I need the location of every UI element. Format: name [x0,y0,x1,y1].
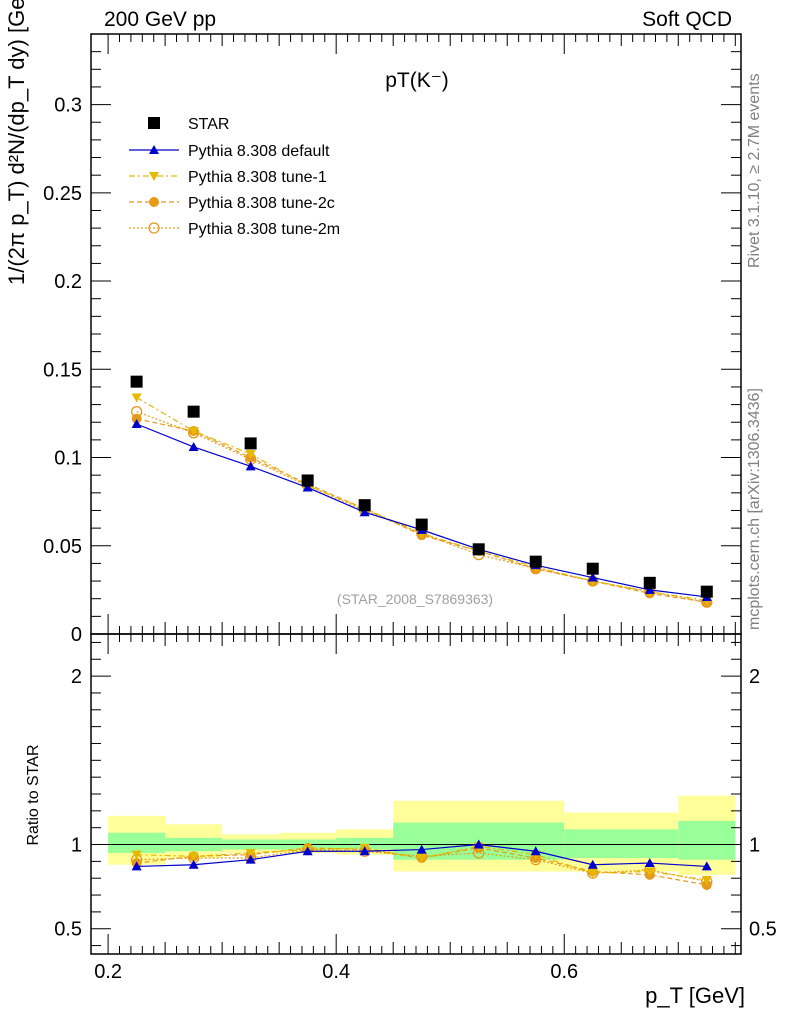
data-point [301,474,314,487]
y-axis-label: 1/(2π p_T) d²N/(dp_T dy) [GeV⁻²] [4,0,29,285]
ratio-plot-frame [90,633,742,955]
legend-item: Pythia 8.308 tune-1 [129,169,327,186]
ratio-data-point [245,848,256,858]
ratio-band-green [678,820,736,860]
series-line [136,397,707,602]
ratio-data-point [587,859,598,869]
series-pythia-8-308-tune-2c [131,413,712,608]
legend-marker [148,117,160,129]
data-point [188,427,199,437]
ratio-data-point [131,850,142,860]
ratio-data-point [131,861,142,871]
legend-marker [149,197,159,207]
legend-item: STAR [148,116,229,133]
data-point [643,576,656,589]
ratio-data-point [701,861,712,871]
ratio-data-point [359,846,370,856]
data-point [359,507,370,517]
y-tick-label: 0.15 [43,359,82,381]
legend: STAR Pythia 8.308 default Pythia 8.308 tun… [129,116,340,238]
ratio-data-point [701,879,712,890]
data-point [358,499,371,512]
series-pythia-8-308-tune-1 [131,393,712,606]
svg-text:p_T [GeV]: p_T [GeV] [645,983,745,1008]
data-point [587,572,598,582]
y-tick-label: 0 [71,624,82,646]
legend-item: Pythia 8.308 tune-2c [129,195,335,212]
data-point [586,562,599,575]
data-series [130,375,713,890]
ratio-band-green [336,837,394,850]
ratio-data-point [416,844,427,854]
legend-label: Pythia 8.308 tune-2c [188,195,335,212]
data-point [131,393,142,403]
energy-label: 200 GeV pp [104,8,217,31]
ratio-data-point [587,869,598,879]
ratio-data-point [416,854,427,863]
data-point [472,543,485,556]
analysis-watermark: (STAR_2008_S7869363) [337,591,493,607]
legend-marker [149,145,159,154]
ratio-series-pythia-8-308-default [131,839,712,871]
legend-label: Pythia 8.308 default [188,143,330,160]
ratio-data-point [473,839,484,849]
ratio-data-point [530,846,541,856]
legend-item: Pythia 8.308 tune-2m [129,221,340,238]
data-point [529,555,542,568]
y-tick-label: 0.05 [43,536,82,558]
series-line [136,423,707,598]
ratio-y-tick-label-right: 0.5 [749,919,777,941]
plot-title: pT(K⁻) [385,69,449,92]
y-tick-label: 0.2 [54,271,82,293]
svg-text:1/(2π p_T) d²N/(dp_T dy) [GeV⁻: 1/(2π p_T) d²N/(dp_T dy) [GeV⁻²] [4,0,29,285]
ratio-y-tick-label-right: 2 [749,666,760,688]
y-tick-label: 0.1 [54,448,82,470]
data-point [415,518,428,531]
data-point [644,584,655,594]
ratio-y-tick-label-right: 1 [749,835,760,857]
series-line [136,411,707,603]
data-point [131,413,142,424]
x-tick-label: 0.4 [322,961,350,983]
data-point [245,450,256,459]
ratio-data-point [245,854,256,864]
legend-marker [149,172,159,181]
legend-marker [148,222,160,234]
series-pythia-8-308-tune-2m [130,405,713,608]
series-pythia-8-308-default [131,419,712,601]
legend-label: Pythia 8.308 tune-1 [188,169,327,186]
data-point [130,375,143,388]
y-tick-label: 0.3 [54,95,82,117]
x-tick-label: 0.6 [550,961,578,983]
legend-label: STAR [188,116,229,133]
ratio-data-point [644,867,655,877]
ratio-data-point [644,858,655,868]
ratio-data-point [188,852,199,862]
ratio-y-tick-label: 2 [71,666,82,688]
ratio-y-tick-label: 0.5 [54,919,82,941]
y-tick-label: 0.25 [43,183,82,205]
ratio-data-point [302,846,313,856]
ratio-y-axis-label: Ratio to STAR [25,744,42,845]
data-point [700,585,713,598]
ratio-data-point [701,875,712,885]
data-point [302,482,313,492]
data-point [244,437,257,450]
ratio-data-point [188,859,199,869]
legend-item: Pythia 8.308 default [129,143,330,160]
ratio-y-tick-label: 1 [71,835,82,857]
legend-label: Pythia 8.308 tune-2m [188,221,340,238]
data-point [245,461,256,471]
series-star [130,375,713,598]
x-axis-label: p_T [GeV] [645,983,745,1008]
ratio-series-line [136,845,707,881]
ratio-band-green [564,829,679,858]
data-point [188,441,199,451]
category-label: Soft QCD [642,8,732,31]
ratio-band-green [108,832,166,853]
x-tick-label: 0.2 [94,961,122,983]
data-point [131,419,142,428]
data-point [187,405,200,418]
